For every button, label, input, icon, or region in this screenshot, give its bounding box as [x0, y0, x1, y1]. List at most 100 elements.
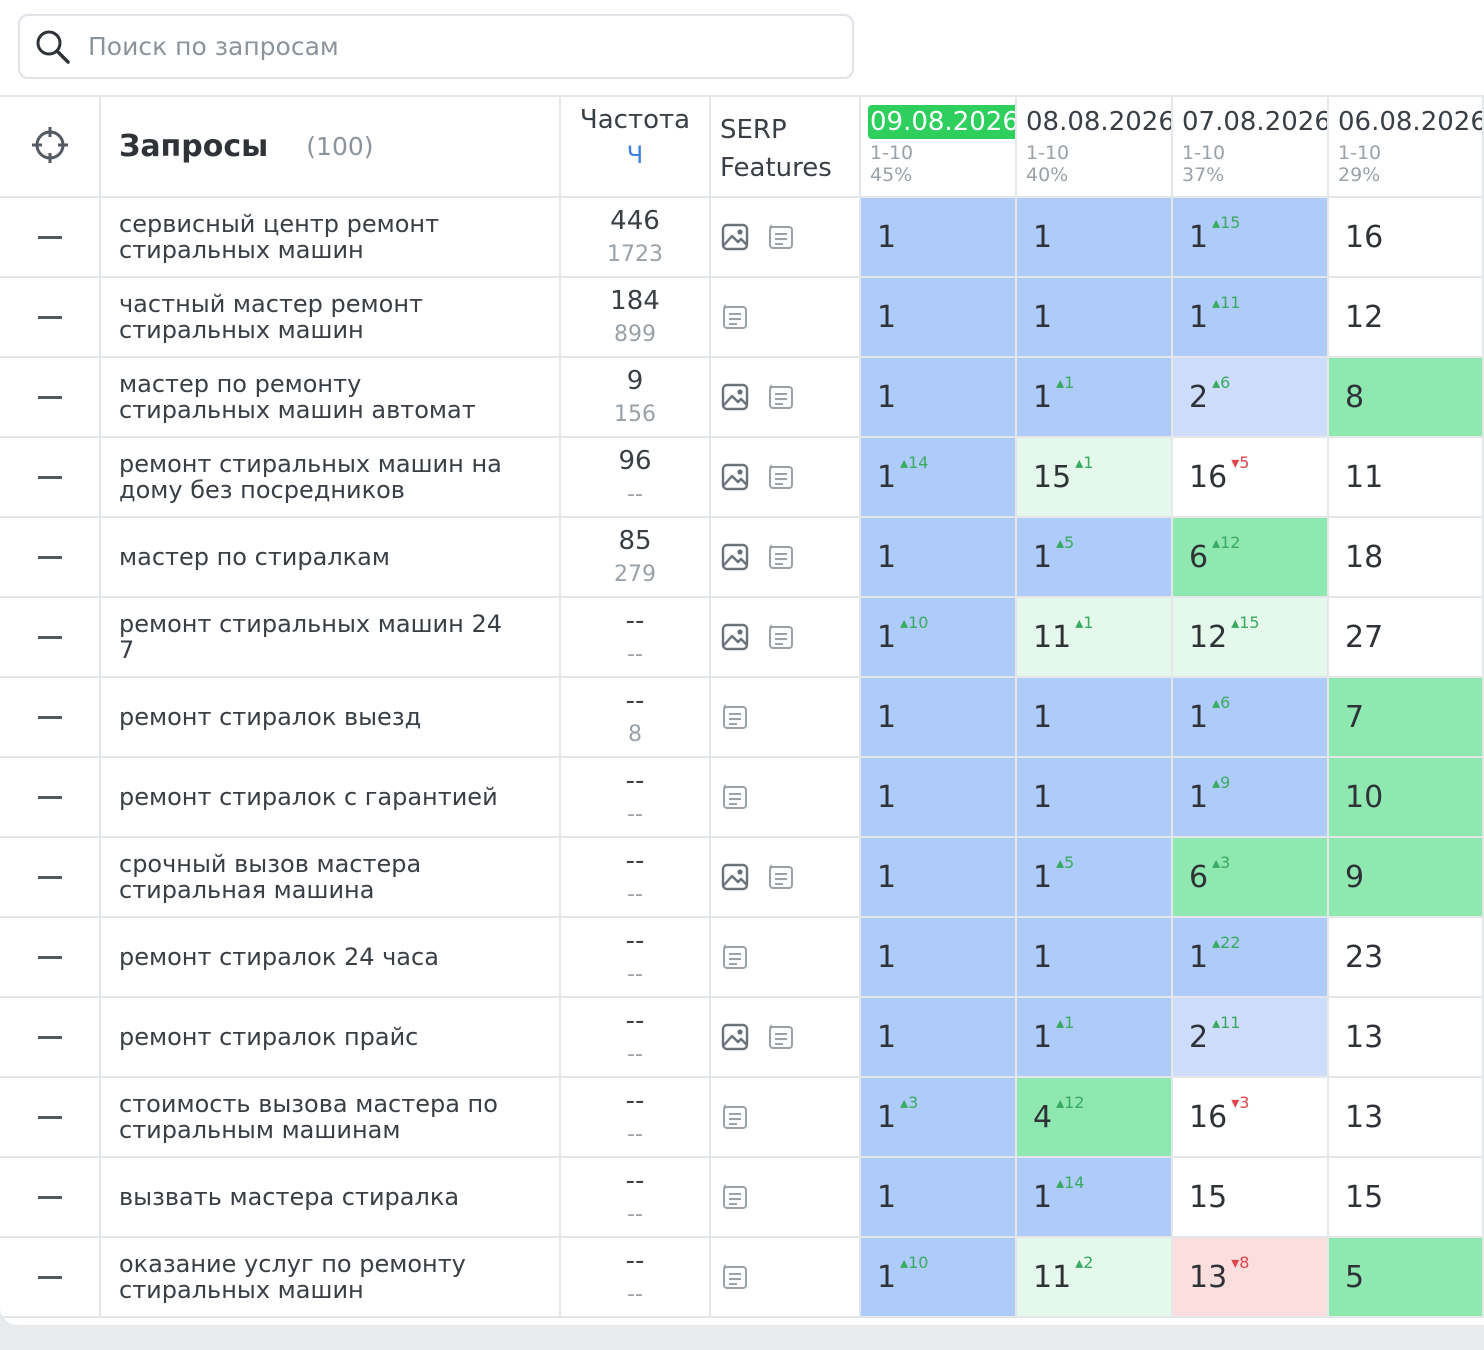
frequency-type-link[interactable]: Ч: [626, 141, 644, 169]
row-toggle[interactable]: [0, 1078, 101, 1158]
serp-features-header[interactable]: SERP Features: [711, 97, 861, 198]
position-cell[interactable]: 1 ▴9: [1173, 758, 1329, 838]
position-cell[interactable]: 1: [1017, 198, 1173, 278]
position-cell[interactable]: 1: [861, 998, 1017, 1078]
target-cell[interactable]: [0, 97, 101, 198]
query-cell[interactable]: ремонт стиралок прайс: [101, 998, 561, 1078]
position-cell[interactable]: 1: [861, 1158, 1017, 1238]
minus-icon[interactable]: [37, 875, 62, 879]
position-cell[interactable]: 1: [861, 278, 1017, 358]
position-cell[interactable]: 7: [1329, 678, 1484, 758]
date-column-header[interactable]: 09.08.2026 1-10 45%: [861, 97, 1017, 198]
query-cell[interactable]: ремонт стиралок выезд: [101, 678, 561, 758]
minus-icon[interactable]: [37, 235, 62, 239]
row-toggle[interactable]: [0, 438, 101, 518]
position-cell[interactable]: 10: [1329, 758, 1484, 838]
query-cell[interactable]: ремонт стиралок с гарантией: [101, 758, 561, 838]
crosshair-icon[interactable]: [30, 125, 70, 169]
position-cell[interactable]: 16: [1329, 198, 1484, 278]
position-cell[interactable]: 1: [861, 838, 1017, 918]
position-cell[interactable]: 1 ▴10: [861, 598, 1017, 678]
position-cell[interactable]: 1 ▴5: [1017, 518, 1173, 598]
position-cell[interactable]: 1: [861, 918, 1017, 998]
minus-icon[interactable]: [37, 715, 62, 719]
date-column-header[interactable]: 07.08.2026 1-10 37%: [1173, 97, 1329, 198]
snippet-icon[interactable]: [767, 383, 795, 411]
position-cell[interactable]: 1 ▴1: [1017, 358, 1173, 438]
row-toggle[interactable]: [0, 758, 101, 838]
minus-icon[interactable]: [37, 1115, 62, 1119]
row-toggle[interactable]: [0, 518, 101, 598]
row-toggle[interactable]: [0, 358, 101, 438]
image-icon[interactable]: [721, 1023, 749, 1051]
position-cell[interactable]: 1 ▴22: [1173, 918, 1329, 998]
snippet-icon[interactable]: [721, 1183, 749, 1211]
snippet-icon[interactable]: [767, 623, 795, 651]
image-icon[interactable]: [721, 863, 749, 891]
position-cell[interactable]: 5: [1329, 1238, 1484, 1318]
row-toggle[interactable]: [0, 1238, 101, 1318]
position-cell[interactable]: 4 ▴12: [1017, 1078, 1173, 1158]
position-cell[interactable]: 16 ▾3: [1173, 1078, 1329, 1158]
position-cell[interactable]: 1: [1017, 758, 1173, 838]
minus-icon[interactable]: [37, 555, 62, 559]
snippet-icon[interactable]: [767, 863, 795, 891]
position-cell[interactable]: 1 ▴14: [861, 438, 1017, 518]
position-cell[interactable]: 1: [861, 758, 1017, 838]
position-cell[interactable]: 1: [861, 198, 1017, 278]
position-cell[interactable]: 11 ▴1: [1017, 598, 1173, 678]
date-column-header[interactable]: 06.08.2026 1-10 29%: [1329, 97, 1484, 198]
snippet-icon[interactable]: [721, 1263, 749, 1291]
position-cell[interactable]: 1 ▴1: [1017, 998, 1173, 1078]
position-cell[interactable]: 1 ▴10: [861, 1238, 1017, 1318]
image-icon[interactable]: [721, 543, 749, 571]
position-cell[interactable]: 15: [1329, 1158, 1484, 1238]
position-cell[interactable]: 1: [861, 518, 1017, 598]
minus-icon[interactable]: [37, 1275, 62, 1279]
row-toggle[interactable]: [0, 918, 101, 998]
minus-icon[interactable]: [37, 395, 62, 399]
row-toggle[interactable]: [0, 198, 101, 278]
query-cell[interactable]: вызвать мастера стиралка: [101, 1158, 561, 1238]
position-cell[interactable]: 1: [861, 678, 1017, 758]
query-cell[interactable]: срочный вызов мастера стиральная машина: [101, 838, 561, 918]
query-cell[interactable]: мастер по ремонту стиральных машин автом…: [101, 358, 561, 438]
image-icon[interactable]: [721, 463, 749, 491]
position-cell[interactable]: 1 ▴5: [1017, 838, 1173, 918]
position-cell[interactable]: 15 ▴1: [1017, 438, 1173, 518]
query-cell[interactable]: ремонт стиралок 24 часа: [101, 918, 561, 998]
minus-icon[interactable]: [37, 315, 62, 319]
row-toggle[interactable]: [0, 678, 101, 758]
position-cell[interactable]: 23: [1329, 918, 1484, 998]
snippet-icon[interactable]: [767, 543, 795, 571]
position-cell[interactable]: 1 ▴3: [861, 1078, 1017, 1158]
position-cell[interactable]: 15: [1173, 1158, 1329, 1238]
search-bar[interactable]: [18, 14, 854, 79]
minus-icon[interactable]: [37, 955, 62, 959]
queries-header[interactable]: Запросы (100): [101, 97, 561, 198]
position-cell[interactable]: 13: [1329, 1078, 1484, 1158]
minus-icon[interactable]: [37, 795, 62, 799]
row-toggle[interactable]: [0, 838, 101, 918]
position-cell[interactable]: 11 ▴2: [1017, 1238, 1173, 1318]
query-cell[interactable]: ремонт стиральных машин на дому без поср…: [101, 438, 561, 518]
query-cell[interactable]: сервисный центр ремонт стиральных машин: [101, 198, 561, 278]
minus-icon[interactable]: [37, 1035, 62, 1039]
date-column-header[interactable]: 08.08.2026 1-10 40%: [1017, 97, 1173, 198]
snippet-icon[interactable]: [767, 223, 795, 251]
position-cell[interactable]: 27: [1329, 598, 1484, 678]
minus-icon[interactable]: [37, 475, 62, 479]
query-cell[interactable]: ремонт стиральных машин 24 7: [101, 598, 561, 678]
query-cell[interactable]: мастер по стиралкам: [101, 518, 561, 598]
position-cell[interactable]: 1: [861, 358, 1017, 438]
snippet-icon[interactable]: [767, 463, 795, 491]
row-toggle[interactable]: [0, 598, 101, 678]
position-cell[interactable]: 1: [1017, 918, 1173, 998]
position-cell[interactable]: 9: [1329, 838, 1484, 918]
row-toggle[interactable]: [0, 998, 101, 1078]
snippet-icon[interactable]: [721, 303, 749, 331]
query-cell[interactable]: оказание услуг по ремонту стиральных маш…: [101, 1238, 561, 1318]
image-icon[interactable]: [721, 223, 749, 251]
frequency-header[interactable]: Частота Ч: [561, 97, 711, 198]
query-cell[interactable]: частный мастер ремонт стиральных машин: [101, 278, 561, 358]
